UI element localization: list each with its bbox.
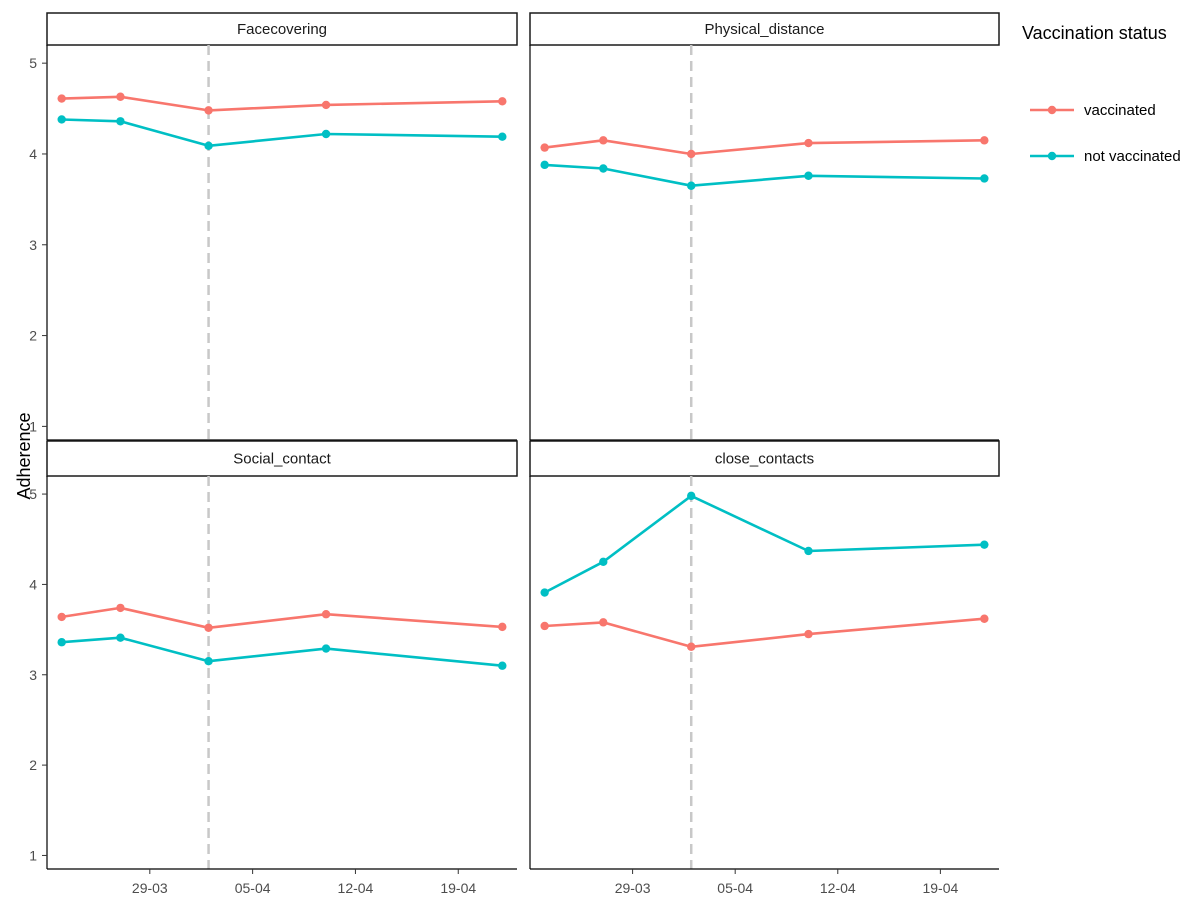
x-tick-label: 12-04	[338, 880, 374, 896]
strip-label: Facecovering	[237, 21, 327, 38]
y-tick-label: 4	[29, 146, 37, 162]
legend-label: vaccinated	[1084, 102, 1156, 119]
strip-label: Physical_distance	[704, 21, 824, 38]
data-point	[540, 160, 549, 170]
data-point	[498, 132, 507, 141]
data-point	[687, 181, 696, 190]
data-point	[57, 638, 66, 647]
data-point	[498, 661, 507, 670]
legend-key-point	[1047, 151, 1057, 161]
data-point	[57, 612, 66, 622]
data-point	[540, 588, 549, 597]
data-point	[116, 92, 125, 101]
series-vaccinated	[57, 603, 507, 632]
x-tick-label: 29-03	[615, 880, 651, 896]
data-point	[321, 100, 331, 110]
data-point	[599, 164, 608, 173]
series-not-vaccinated	[540, 160, 989, 190]
data-point	[321, 610, 331, 619]
panel-close-contacts: close_contacts 29-03 05-04 12-04 19-04	[529, 440, 1000, 896]
y-tick-label: 3	[29, 237, 37, 253]
data-point	[204, 106, 213, 115]
y-tick-label: 2	[29, 328, 37, 344]
series-not-vaccinated	[57, 115, 507, 150]
series-not-vaccinated	[57, 633, 507, 670]
data-point	[980, 614, 989, 623]
legend-item-vaccinated: vaccinated	[1030, 102, 1156, 119]
y-tick-label: 5	[29, 486, 37, 502]
series-line	[543, 617, 986, 649]
strip-box	[529, 440, 1000, 477]
series-line	[543, 494, 986, 594]
strip-label: Social_contact	[233, 451, 331, 468]
series-vaccinated	[540, 136, 989, 159]
data-point	[57, 115, 66, 124]
data-point	[804, 138, 813, 148]
data-point	[498, 97, 507, 106]
y-tick-label: 3	[29, 667, 37, 683]
x-tick-label: 19-04	[440, 880, 476, 896]
series-line	[543, 139, 986, 156]
data-point	[599, 618, 608, 627]
legend-label: not vaccinated	[1084, 148, 1181, 165]
data-point	[980, 540, 989, 549]
panel-physical-distance: Physical_distance	[529, 12, 1000, 441]
x-tick-label: 19-04	[922, 880, 958, 896]
series-line	[60, 606, 504, 630]
series-line	[60, 95, 504, 112]
y-tick-label: 1	[29, 418, 37, 434]
data-point	[599, 136, 608, 145]
legend-title: Vaccination status	[1022, 23, 1167, 43]
data-point	[687, 491, 696, 501]
x-tick-label: 29-03	[132, 880, 168, 896]
data-point	[321, 129, 331, 139]
series-line	[60, 118, 504, 148]
strip-label: close_contacts	[715, 451, 814, 468]
y-tick-label: 4	[29, 576, 37, 592]
data-point	[116, 603, 125, 613]
legend: Vaccination status vaccinated not vaccina…	[1022, 23, 1181, 165]
data-point	[57, 94, 66, 103]
panel-social-contact: Social_contact 1 2 3 4 5 29-03 05-04 12-04 19-04	[29, 440, 518, 896]
data-point	[980, 136, 989, 145]
data-point	[599, 557, 608, 567]
data-point	[687, 149, 696, 159]
y-axis-title: Adherence	[14, 412, 34, 499]
y-tick-label: 2	[29, 757, 37, 773]
data-point	[204, 657, 213, 666]
legend-key-point	[1047, 105, 1057, 115]
strip-box	[46, 440, 518, 477]
series-not-vaccinated	[540, 491, 989, 597]
data-point	[804, 171, 813, 180]
x-tick-label: 12-04	[820, 880, 856, 896]
data-point	[321, 644, 331, 653]
strip-box	[529, 12, 1000, 46]
data-point	[204, 623, 213, 632]
series-line	[543, 163, 986, 187]
data-point	[804, 629, 813, 639]
panel-facecovering: Facecovering 1 2 3 4 5	[29, 12, 518, 441]
legend-item-not-vaccinated: not vaccinated	[1030, 148, 1181, 165]
y-tick-label: 5	[29, 55, 37, 71]
data-point	[116, 633, 125, 642]
x-tick-label: 05-04	[717, 880, 753, 896]
data-point	[204, 141, 213, 150]
data-point	[804, 546, 813, 556]
series-line	[60, 636, 504, 668]
data-point	[498, 622, 507, 632]
series-vaccinated	[57, 92, 507, 115]
strip-box	[46, 12, 518, 46]
x-tick-label: 05-04	[235, 880, 271, 896]
data-point	[980, 174, 989, 183]
data-point	[540, 143, 549, 152]
data-point	[540, 621, 549, 631]
panels: Facecovering 1 2 3 4 5 Physical_distance Social…	[29, 12, 1000, 896]
data-point	[687, 642, 696, 651]
series-vaccinated	[540, 614, 989, 651]
y-tick-label: 1	[29, 847, 37, 863]
data-point	[116, 117, 125, 126]
